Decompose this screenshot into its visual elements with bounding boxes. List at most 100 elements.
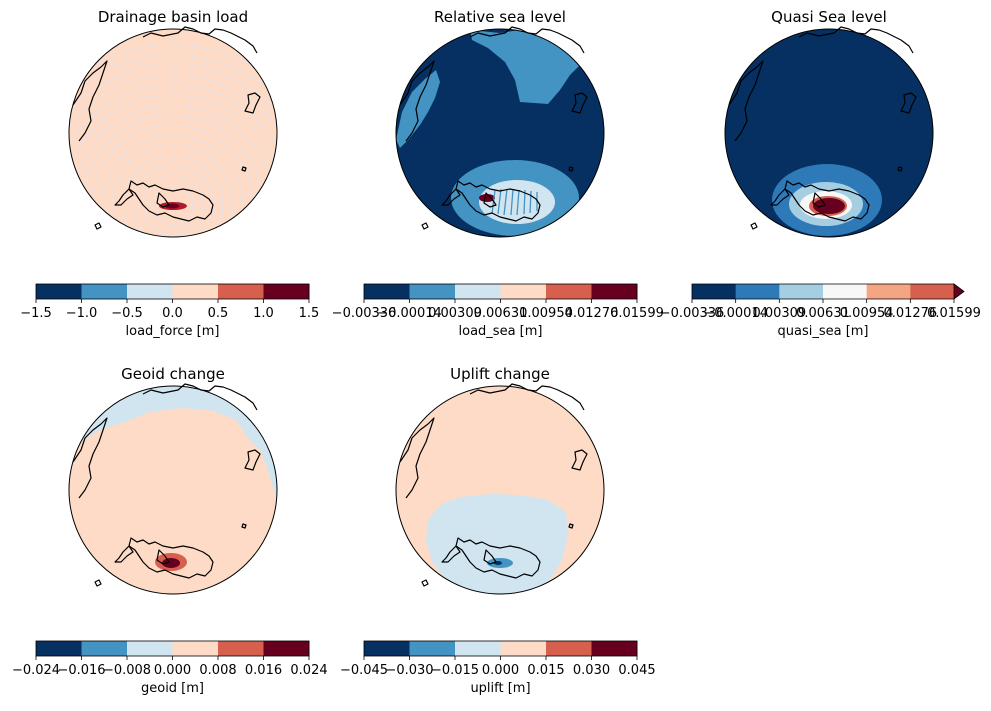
coastline-segment [72,60,108,142]
colorbar-tick-label: −1.0 [66,306,98,321]
coastline-segment [244,449,261,471]
coastlines [72,26,261,230]
map-field-background [69,386,277,594]
panel-title: Uplift change [450,365,550,383]
coastline-segment [128,180,214,222]
negative-region-north [69,386,277,500]
colorbar-bin [263,284,310,299]
colorbar-bin [500,641,547,656]
coastline-segment [568,166,574,172]
coastline-segment [94,579,102,587]
colorbar-load-sea: −0.00336−0.000140.003090.006310.009540.0… [332,283,664,339]
colorbar-bin [866,284,911,299]
colorbar-tick-label: −0.00014 [703,306,768,321]
map-field-background [69,29,277,237]
colorbar-tick-label: 0.00954 [840,306,894,321]
coastline-segment [114,545,134,563]
colorbar-bin [546,284,592,299]
colorbar-tick-label: 0.030 [573,663,610,678]
coastlines [72,383,261,587]
colorbar-tick-label: −0.015 [431,663,479,678]
coastline-segment [455,537,541,579]
colorbar-tick-label: −0.00336 [660,306,725,321]
panel-uplift-change: Uplift change [395,365,605,595]
coastline-segment [900,92,917,114]
coastline-segment [241,166,247,172]
colorbar-bin [455,641,501,656]
colorbar-tick-label: −0.016 [57,663,105,678]
colorbar-tick-label: 0.000 [154,663,191,678]
colorbar-bin [172,641,219,656]
coastline-segment [94,222,102,230]
coastline-segment [421,222,429,230]
coastline-segment [568,523,574,529]
colorbar-tick-label: 0.015 [527,663,564,678]
colorbar-bin [81,641,128,656]
panel-relative-sea-level: Relative sea level [395,8,605,238]
colorbar-bin [591,284,638,299]
map-boundary [724,28,934,238]
coastline-segment [455,180,541,222]
coastline-segment [812,192,826,208]
colorbar-bin [127,284,173,299]
geoid-ring-2 [162,558,180,568]
colorbar-label: geoid [m] [141,681,204,696]
colorbar-bin [546,641,592,656]
colorbar-tick-label: 0.008 [199,663,236,678]
colorbar-tick-label: 0.045 [618,663,655,678]
continent-region-west [396,70,440,148]
coastline-segment [142,26,258,54]
coastline-segment [399,417,435,499]
colorbar-tick-label: −0.008 [103,663,151,678]
colorbar-tick-label: 1.5 [299,306,320,321]
coastline-segment [128,537,214,579]
ring-5 [813,198,845,214]
colorbar-tick-label: 0.024 [290,663,327,678]
colorbar-label: load_force [m] [126,324,220,339]
colorbar-bin [263,641,310,656]
coastline-segment [142,383,258,411]
colorbar-bin [218,284,264,299]
colorbar-tick-label: −0.5 [111,306,143,321]
contour-stripes [491,188,538,216]
coastlines [399,26,588,230]
colorbar-bin [779,284,824,299]
colorbar-tick-label: 1.0 [253,306,274,321]
colorbar-bin [735,284,780,299]
colorbar-tick-label: 0.00954 [519,306,573,321]
colorbar-tick-label: 0.01599 [927,306,981,321]
map-boundary [395,385,605,595]
colorbar-load-force: −1.5 −1.0 −0.5 0.0 0.5 1.0 1.5 load_force [m] [20,283,320,339]
coastline-segment [750,222,758,230]
map-boundary [68,385,278,595]
colorbar-extend-arrow [953,283,965,300]
colorbar-bin [36,284,82,299]
colorbar-tick-label: −0.045 [340,663,388,678]
colorbar-tick-label: 0.01276 [883,306,937,321]
panel-title: Drainage basin load [98,8,248,26]
coastline-segment [399,60,435,142]
coastline-segment [441,545,461,563]
colorbar-bin [823,284,868,299]
colorbar-tick-label: −1.5 [20,306,52,321]
colorbar-bin [81,284,128,299]
coastline-segment [156,549,170,565]
colorbar-bin [692,284,737,299]
antarctic-anomaly [479,194,495,202]
coastline-segment [770,188,790,206]
colorbar-bin [409,284,456,299]
colorbar-tick-label: 0.016 [245,663,282,678]
coastline-segment [483,549,497,565]
colorbar-uplift: −0.045−0.030−0.015 0.000 0.015 0.030 0.045 up… [340,640,656,696]
colorbar-label: load_sea [m] [459,324,543,339]
coastline-segment [421,579,429,587]
colorbar-bin [455,284,501,299]
colorbar-tick-label: 0.01276 [565,306,619,321]
coastline-segment [114,188,134,206]
colorbar-tick-label: −0.00336 [332,306,397,321]
coastline-segment [571,449,588,471]
map-boundary [68,28,278,238]
coastline-segment [483,192,497,208]
colorbar-tick-label: −0.00014 [377,306,442,321]
coastline-segment [241,523,247,529]
